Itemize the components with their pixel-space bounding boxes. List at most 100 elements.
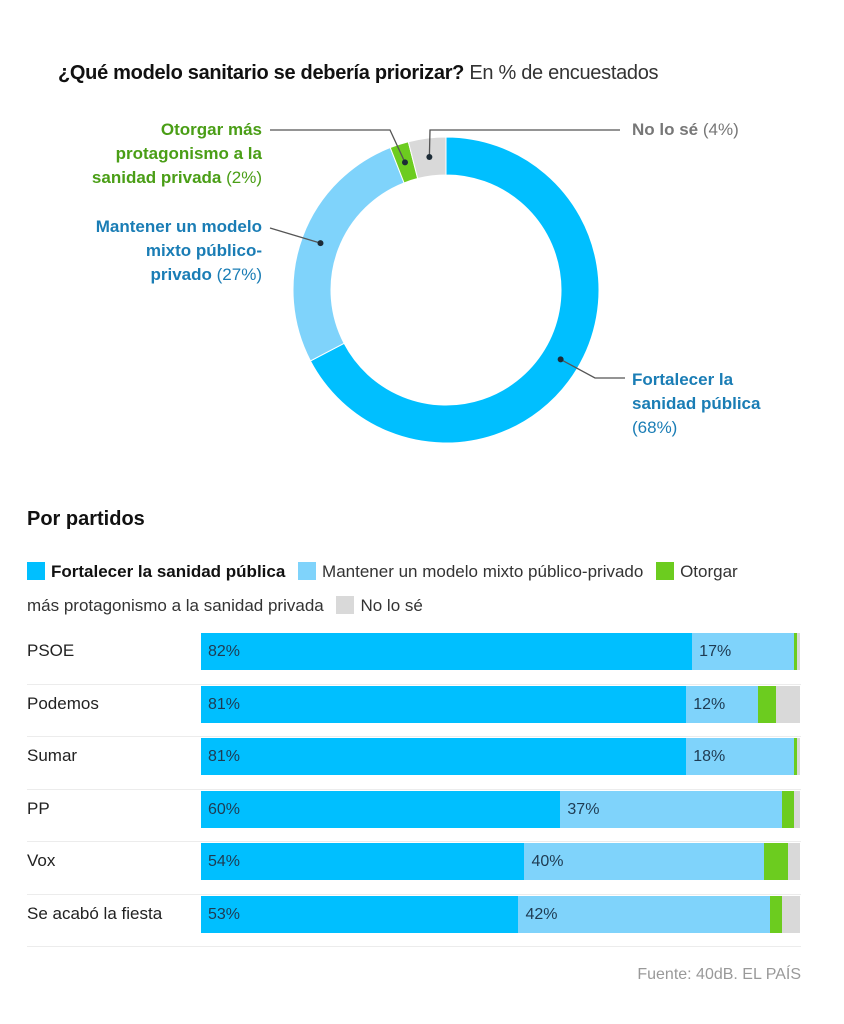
legend-label-privada: Otorgar más protagonismo a la sanidad pr… (27, 562, 738, 615)
bar-segment-publica: 82% (201, 633, 693, 670)
legend-item-publica: Fortalecer la sanidad pública (27, 562, 285, 581)
bar-value-label: 81% (208, 695, 241, 713)
legend-swatch-nose (336, 596, 355, 614)
bar-segment-mixto: 42% (518, 895, 771, 933)
privada-pct: (2%) (226, 168, 262, 187)
leader-dot-mixto (317, 240, 324, 247)
legend-item-nose: No lo sé (336, 596, 423, 615)
bar-value-label: 12% (693, 695, 726, 713)
bar-row: Vox 54% 40% (27, 842, 801, 895)
bar-row-label: Se acabó la fiesta (27, 903, 163, 923)
stacked-bar: 81% 18% (201, 738, 800, 775)
bar-value-label: 40% (531, 853, 564, 870)
legend-item-mixto: Mantener un modelo mixto público-privado (298, 562, 643, 581)
bar-value-label: 18% (693, 748, 726, 765)
bar-value-label: 60% (208, 800, 241, 818)
stacked-bar: 60% 37% (201, 790, 800, 828)
bar-segment-privada (764, 843, 788, 880)
bar-value-label: 37% (567, 800, 600, 818)
mixto-line-3: privado (150, 265, 212, 284)
section-title: Por partidos (27, 508, 145, 530)
publica-line-2: sanidad pública (632, 394, 761, 413)
bar-segment-privada (782, 790, 794, 828)
bar-segment-mixto: 18% (686, 738, 794, 775)
bar-row-label: PP (27, 798, 50, 818)
bar-segment-privada (770, 895, 783, 933)
bar-value-label: 82% (208, 643, 241, 660)
donut-slice-mixto (292, 146, 405, 362)
bar-segment-privada (758, 685, 777, 723)
bar-value-label: 42% (525, 905, 558, 923)
leader-dot-nose (426, 154, 433, 161)
source-credit: Fuente: 40dB. EL PAÍS (637, 966, 801, 983)
leader-line-privada (270, 129, 406, 163)
donut-label-nose: No lo sé (4%) (632, 118, 739, 142)
stacked-bar: 54% 40% (201, 843, 800, 880)
bar-value-label: 81% (208, 748, 241, 765)
legend-swatch-mixto (298, 562, 317, 580)
bar-row: Podemos 81% 12% (27, 685, 801, 737)
leader-line-mixto (269, 227, 321, 244)
title-subtitle: En % de encuestados (469, 62, 659, 84)
privada-line-3: sanidad privada (91, 168, 222, 187)
donut-chart (269, 129, 625, 444)
bar-segment-publica: 60% (201, 790, 561, 828)
bar-row-label: Sumar (27, 746, 78, 765)
bar-segment-privada (794, 738, 797, 775)
mixto-line-2: mixto público- (145, 241, 262, 260)
bar-row: PSOE 82% 17% (27, 632, 801, 685)
nose-name: No lo sé (632, 120, 699, 139)
bar-row-label: Podemos (27, 693, 99, 713)
bar-value-label: 53% (208, 905, 241, 923)
donut-label-mixto: Mantener un modelo mixto público- privad… (40, 215, 262, 287)
leader-dot-privada (401, 159, 408, 166)
legend-swatch-publica (27, 562, 45, 580)
bar-row: Se acabó la fiesta 53% 42% (27, 895, 801, 947)
privada-line-2: protagonismo a la (115, 144, 262, 163)
title-main: ¿Qué modelo sanitario se debería prioriz… (58, 62, 465, 84)
legend-swatch-privada (656, 562, 675, 580)
legend-label-publica: Fortalecer la sanidad pública (51, 562, 286, 581)
bar-segment-publica: 81% (201, 685, 687, 723)
bar-segment-nose (796, 738, 800, 775)
bar-segment-mixto: 17% (692, 633, 794, 670)
nose-pct: (4%) (702, 120, 739, 139)
leader-line-publica (560, 358, 625, 379)
donut-label-publica: Fortalecer la sanidad pública (68%) (632, 368, 760, 440)
bar-segment-nose (793, 790, 800, 828)
bar-segment-privada (794, 633, 797, 670)
bar-segment-mixto: 40% (524, 843, 765, 880)
publica-line-1: Fortalecer la (632, 370, 734, 389)
bar-row-label: PSOE (27, 641, 75, 660)
bar-segment-publica: 54% (201, 843, 525, 880)
legend-label-nose: No lo sé (360, 596, 423, 615)
stacked-bar: 81% 12% (201, 685, 800, 723)
bar-value-label: 17% (699, 643, 732, 660)
bar-segment-nose (782, 895, 800, 933)
leader-line-nose (428, 129, 620, 158)
bar-segment-nose (788, 843, 800, 880)
bar-segment-nose (776, 685, 800, 723)
bar-value-label: 54% (208, 853, 241, 870)
donut-slice-publica (309, 136, 600, 444)
bar-row: PP 60% 37% (27, 790, 801, 842)
legend-label-mixto: Mantener un modelo mixto público-privado (322, 562, 644, 581)
bar-segment-publica: 81% (201, 738, 687, 775)
bar-segment-mixto: 12% (686, 685, 759, 723)
leader-dot-publica (557, 356, 564, 363)
mixto-line-1: Mantener un modelo (95, 217, 262, 236)
stacked-bar: 53% 42% (201, 895, 800, 933)
chart-title: ¿Qué modelo sanitario se debería prioriz… (58, 62, 659, 85)
bar-segment-publica: 53% (201, 895, 519, 933)
publica-pct: (68%) (632, 418, 678, 437)
stacked-bar-chart: PSOE 82% 17% Podemos 81% 12% Sumar 81% 18% PP 60% 3… (27, 632, 801, 947)
stacked-bar: 82% 17% (201, 633, 800, 670)
privada-line-1: Otorgar más (160, 120, 262, 139)
bar-row-label: Vox (27, 851, 56, 870)
donut-label-privada: Otorgar más protagonismo a la sanidad pr… (60, 118, 262, 190)
legend-item-privada: Otorgar más protagonismo a la sanidad pr… (27, 562, 738, 615)
legend: Fortalecer la sanidad pública Mantener u… (27, 555, 747, 623)
bar-segment-mixto: 37% (560, 790, 783, 828)
mixto-pct: (27%) (216, 265, 262, 284)
bar-row: Sumar 81% 18% (27, 737, 801, 790)
